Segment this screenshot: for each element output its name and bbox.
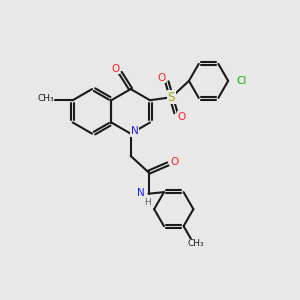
Text: O: O	[111, 64, 120, 74]
Text: CH₃: CH₃	[187, 239, 204, 248]
Text: N: N	[131, 126, 139, 136]
Text: Cl: Cl	[236, 76, 247, 86]
Text: H: H	[144, 197, 150, 206]
Text: O: O	[170, 157, 178, 167]
Text: N: N	[137, 188, 145, 197]
Text: O: O	[177, 112, 185, 122]
Text: O: O	[158, 73, 166, 82]
Text: S: S	[168, 91, 175, 104]
Text: CH₃: CH₃	[37, 94, 54, 103]
